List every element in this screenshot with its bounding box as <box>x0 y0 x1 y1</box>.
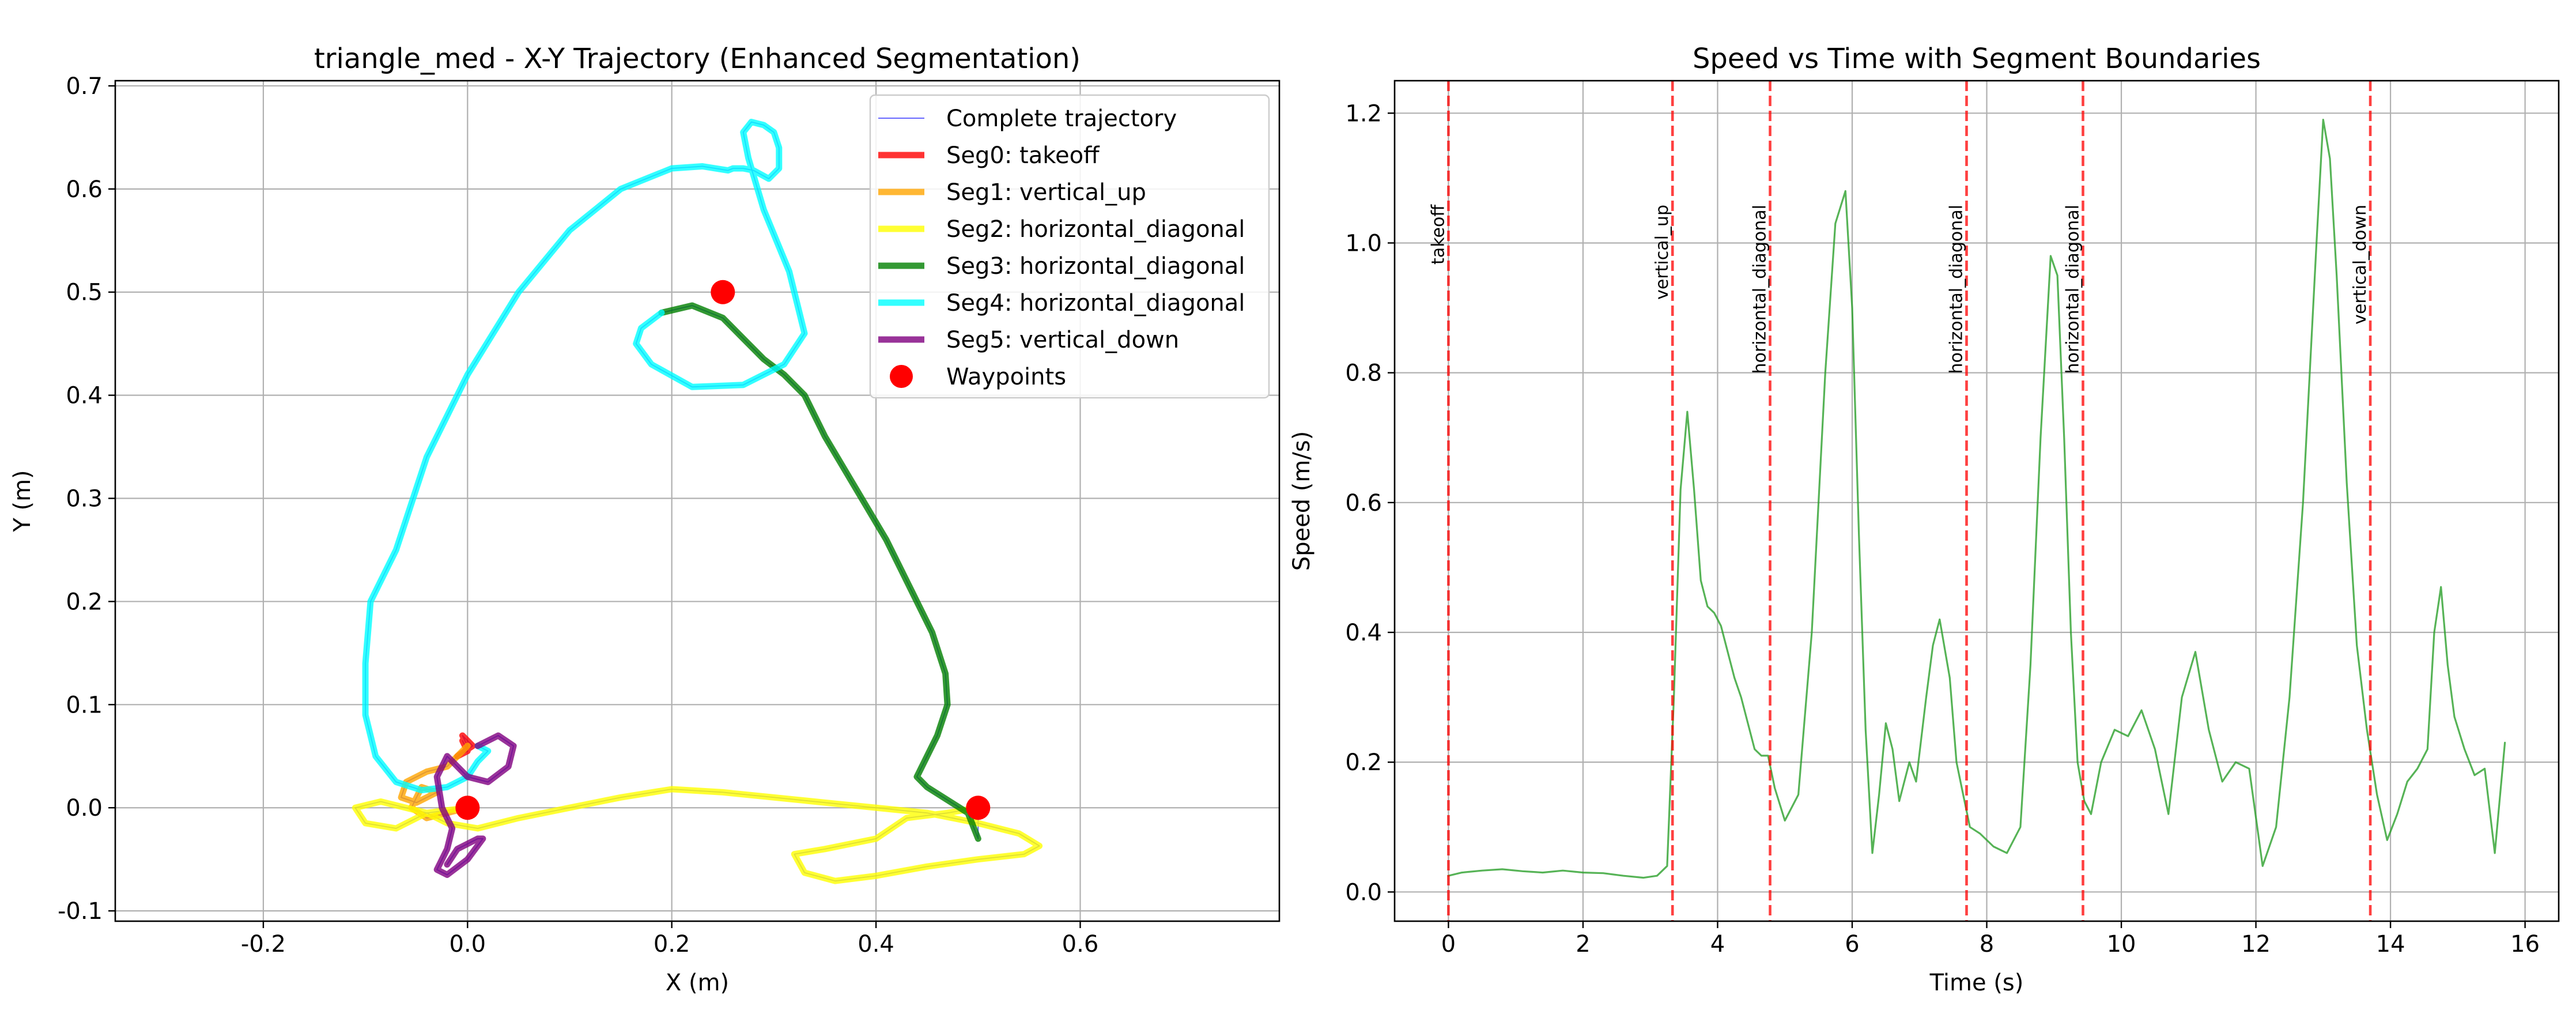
trajectory-axes-frame <box>114 80 1281 922</box>
trajectory-xtick-label: 0.6 <box>1062 931 1099 958</box>
legend-label: Seg4: horizontal_diagonal <box>946 290 1245 316</box>
trajectory-ytick-label: 0.1 <box>66 692 103 718</box>
speed-ytick-label: 0.2 <box>1345 749 1382 776</box>
speed-panel: 0 2 4 6 8 10 12 14 16 0.0 0.2 0.4 0.6 0.8 1.0 1.2 Speed … <box>1289 43 2560 996</box>
trajectory-segment-line-3 <box>658 302 981 842</box>
waypoint-marker <box>966 796 991 820</box>
segment-boundary-label: horizontal_diagonal <box>1946 205 1966 374</box>
trajectory-ytick-label: 0.4 <box>66 383 103 409</box>
speed-xlabel: Time (s) <box>1929 970 2024 996</box>
waypoint-marker <box>455 796 480 820</box>
trajectory-xtick-label: -0.2 <box>241 931 286 958</box>
segment-boundary-label: vertical_down <box>2350 205 2370 325</box>
speed-ytick-label: 1.2 <box>1345 100 1382 127</box>
trajectory-ytick-label: 0.0 <box>66 795 103 821</box>
trajectory-legend: Complete trajectory Seg0: takeoff Seg1: ve… <box>869 94 1270 399</box>
speed-ytick-label: 0.0 <box>1345 879 1382 906</box>
legend-label: Seg0: takeoff <box>946 142 1100 169</box>
speed-xtick-label: 16 <box>2510 931 2540 958</box>
legend-label: Seg2: horizontal_diagonal <box>946 216 1245 243</box>
trajectory-ytick-label: -0.1 <box>58 898 103 925</box>
trajectory-ytick-label: 0.3 <box>66 486 103 512</box>
speed-xtick-label: 8 <box>1980 931 1994 958</box>
trajectory-title: triangle_med - X-Y Trajectory (Enhanced … <box>314 43 1081 75</box>
legend-label: Seg5: vertical_down <box>946 327 1179 353</box>
segment-boundary-label: vertical_up <box>1652 205 1672 300</box>
speed-xtick-label: 6 <box>1845 931 1859 958</box>
speed-axes-bg <box>1395 81 2559 921</box>
trajectory-xlabel: X (m) <box>666 970 729 996</box>
speed-xtick-label: 10 <box>2107 931 2136 958</box>
legend-frame <box>869 94 1270 399</box>
segment-boundary-label: horizontal_diagonal <box>1750 205 1770 374</box>
trajectory-xtick-label: 0.0 <box>450 931 486 958</box>
legend-label: Seg3: horizontal_diagonal <box>946 253 1245 280</box>
legend-label: Complete trajectory <box>946 105 1177 132</box>
speed-ylabel: Speed (m/s) <box>1289 431 1315 571</box>
speed-xtick-label: 4 <box>1710 931 1725 958</box>
trajectory-segment-line-2 <box>352 786 1043 884</box>
segment-boundary-label: horizontal_diagonal <box>2063 205 2083 374</box>
trajectory-ylabel: Y (m) <box>9 470 36 532</box>
trajectory-ytick-label: 0.6 <box>66 176 103 203</box>
trajectory-panel: -0.2 0.0 0.2 0.4 0.6 -0.1 0.0 0.1 0.2 0.3 0.4 0.5 0.… <box>9 43 1281 996</box>
speed-title: Speed vs Time with Segment Boundaries <box>1693 43 2261 75</box>
speed-ytick-label: 0.8 <box>1345 360 1382 387</box>
trajectory-xtick-label: 0.2 <box>654 931 690 958</box>
trajectory-ytick-label: 0.5 <box>66 280 103 306</box>
trajectory-segment-line-5 <box>433 732 517 878</box>
trajectory-ytick-label: 0.7 <box>66 73 103 100</box>
trajectory-segment-line-4 <box>362 119 808 794</box>
speed-ytick-label: 1.0 <box>1345 230 1382 257</box>
trajectory-ytick-label: 0.2 <box>66 589 103 615</box>
speed-axes-frame <box>1393 80 2560 922</box>
segment-boundary-label: takeoff <box>1428 204 1448 265</box>
legend-label: Seg1: vertical_up <box>946 179 1146 206</box>
legend-swatch-waypoints <box>890 365 913 388</box>
speed-xtick-label: 2 <box>1576 931 1590 958</box>
waypoint-marker <box>711 280 735 304</box>
speed-xtick-label: 0 <box>1441 931 1456 958</box>
speed-ytick-label: 0.6 <box>1345 490 1382 517</box>
legend-label: Waypoints <box>946 364 1066 390</box>
speed-xtick-label: 12 <box>2241 931 2271 958</box>
speed-line <box>1447 119 2506 879</box>
trajectory-xtick-label: 0.4 <box>858 931 894 958</box>
speed-xtick-label: 14 <box>2376 931 2405 958</box>
speed-ytick-label: 0.4 <box>1345 620 1382 646</box>
